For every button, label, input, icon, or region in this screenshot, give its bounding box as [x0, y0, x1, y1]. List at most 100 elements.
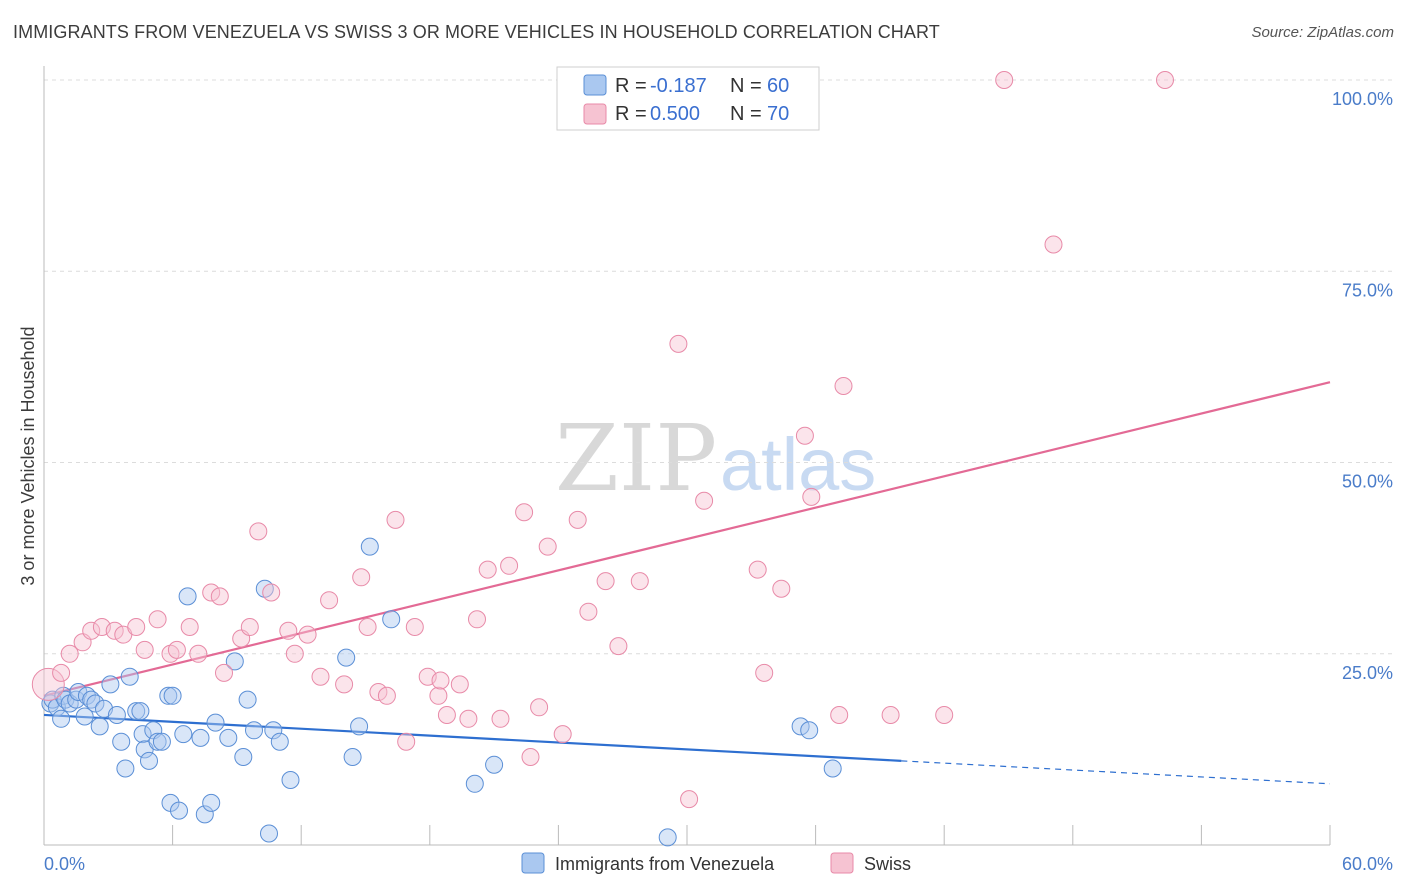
data-point [795, 426, 814, 445]
data-point [500, 556, 519, 575]
data-point [772, 579, 791, 598]
x-tick-label: 0.0% [44, 854, 85, 874]
data-point [755, 663, 774, 682]
data-point [260, 824, 278, 843]
data-point [352, 568, 371, 587]
gridlines [44, 79, 1392, 655]
data-point [311, 667, 330, 686]
data-point [320, 591, 339, 610]
data-point [834, 377, 853, 395]
data-point [105, 621, 124, 640]
data-point [1156, 71, 1174, 89]
data-point [170, 801, 188, 820]
data-point [270, 732, 289, 751]
data-point [120, 667, 139, 686]
data-point [202, 583, 221, 602]
data-point [52, 663, 71, 682]
data-point [180, 618, 199, 636]
watermark: ZIP atlas [555, 405, 876, 512]
data-point [178, 587, 197, 606]
data-point [515, 503, 534, 522]
data-point [174, 725, 193, 744]
data-point [468, 610, 486, 629]
data-point [530, 698, 549, 717]
data-point [219, 728, 238, 747]
data-point [748, 560, 767, 579]
data-point [695, 491, 714, 510]
y-tick-label: 75.0% [1342, 280, 1393, 300]
y-axis-label: 3 or more Vehicles in Household [18, 326, 38, 585]
data-points [31, 71, 1174, 847]
data-point [596, 572, 615, 591]
data-point [31, 667, 65, 701]
data-point [116, 759, 135, 778]
data-point [159, 686, 178, 705]
legend-r-value-1: -0.187 [650, 75, 707, 97]
series-legend-label-venezuela: Immigrants from Venezuela [555, 854, 775, 874]
data-point [478, 560, 497, 579]
legend-r-value-2: 0.500 [650, 103, 700, 125]
data-point [90, 717, 109, 736]
data-point [568, 510, 587, 529]
legend-n-value-2: 70 [767, 103, 789, 125]
data-point [680, 790, 699, 809]
data-point [86, 694, 105, 713]
data-point [802, 487, 821, 506]
data-point [262, 583, 281, 602]
data-point [67, 690, 86, 709]
data-point [553, 725, 572, 744]
data-point [538, 537, 557, 556]
data-point [148, 610, 167, 629]
data-point [127, 702, 146, 721]
data-point [450, 675, 469, 694]
series-legend-label-swiss: Swiss [864, 854, 911, 874]
data-point [521, 748, 540, 766]
trendlines [43, 381, 1331, 785]
data-point [823, 759, 842, 778]
axes: 25.0% 50.0% 75.0% 100.0% 0.0% 60.0% [43, 66, 1393, 874]
data-point [127, 618, 146, 636]
data-point [135, 640, 154, 659]
data-point [830, 706, 849, 724]
data-point [107, 706, 126, 724]
data-point [285, 644, 304, 663]
data-point [281, 771, 300, 789]
watermark-zip: ZIP [555, 405, 717, 512]
data-point [133, 725, 152, 744]
trendline-extension-venezuela [901, 760, 1331, 785]
legend-swatch-venezuela [583, 74, 607, 96]
trendline-swiss [43, 381, 1331, 697]
data-point [485, 755, 504, 774]
data-point [800, 721, 819, 740]
data-point [335, 675, 354, 694]
data-point [148, 732, 167, 751]
data-point [238, 690, 257, 709]
data-point [60, 644, 79, 663]
data-point [459, 709, 478, 728]
watermark-atlas: atlas [720, 423, 876, 506]
correlation-legend: R = -0.187 N = 60 R = 0.500 N = 70 [556, 66, 820, 131]
data-point [337, 648, 356, 667]
data-point [210, 587, 229, 606]
legend-n-label-2: N = [730, 103, 762, 125]
data-point [215, 663, 233, 682]
legend-r-label-1: R = [615, 75, 647, 97]
data-point [206, 713, 225, 732]
data-point [234, 748, 253, 766]
data-point [202, 793, 221, 812]
data-point [279, 621, 298, 640]
data-point [225, 652, 244, 671]
data-point [579, 602, 598, 621]
data-point [1044, 235, 1063, 254]
legend-n-value-1: 60 [767, 75, 789, 97]
source-credit: Source: ZipAtlas.com [1251, 24, 1394, 41]
data-point [397, 732, 416, 751]
data-point [995, 71, 1014, 89]
legend-swatch-swiss [583, 103, 607, 125]
data-point [52, 709, 71, 728]
data-point [791, 717, 810, 736]
data-point [431, 671, 450, 690]
data-point [152, 732, 171, 751]
data-point [249, 522, 268, 541]
